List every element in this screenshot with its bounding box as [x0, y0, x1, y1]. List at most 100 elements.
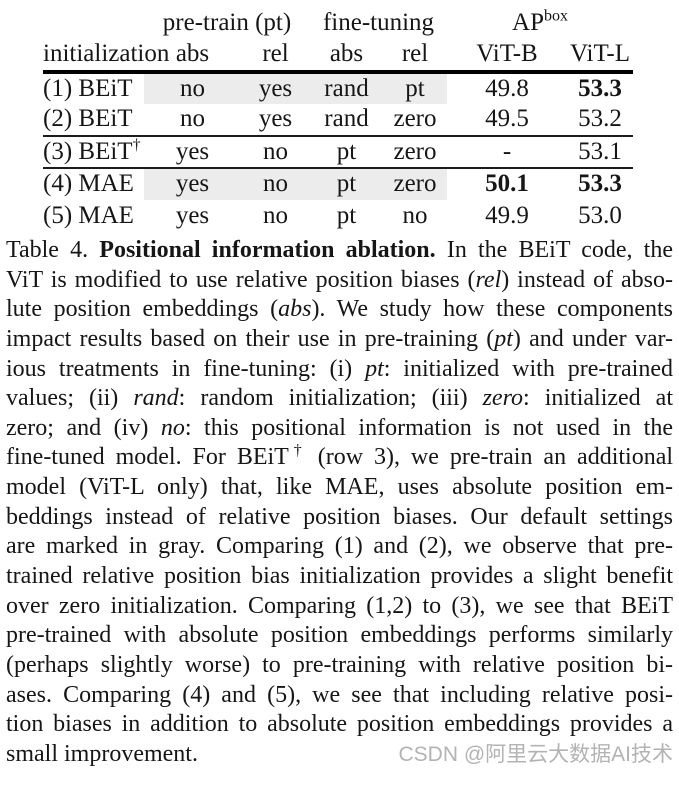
- table-cell: yes: [241, 104, 310, 137]
- csdn-watermark: CSDN @阿里云大数据AI技术: [398, 742, 674, 766]
- table-column-header-row: initialization abs rel abs rel ViT-B ViT…: [43, 38, 633, 74]
- table-row-4: (4) MAE yes no pt zero 50.1 53.3: [43, 168, 633, 200]
- table-cell: no: [402, 201, 428, 229]
- table-caption: Table 4. Positional information ablation…: [6, 236, 673, 770]
- caption-text: ViT is modified to use relative position…: [6, 266, 476, 293]
- caption-text: : initialized at: [523, 385, 673, 412]
- table-cell: yes: [144, 168, 241, 200]
- table-cell-vitb: 50.1: [485, 170, 529, 198]
- row-label-cell: (1) BEiT: [43, 72, 144, 104]
- ap-superscript: box: [543, 7, 568, 25]
- caption-text: : initialized with pre-trained: [383, 355, 673, 382]
- caption-line: impact results based on their use in pre…: [6, 325, 673, 355]
- table-cell: pt: [310, 136, 383, 169]
- table-row-5: (5) MAE yes no pt no 49.9 53.0: [43, 200, 633, 232]
- caption-title: Positional information ablation.: [99, 237, 436, 263]
- table-cell: zero: [383, 168, 447, 200]
- caption-last-line: small improvement. CSDN @阿里云大数据AI技术: [6, 740, 673, 770]
- col-header-ft-rel: rel: [383, 38, 447, 74]
- table-cell-vitl: 53.0: [578, 201, 622, 229]
- caption-italic: rel: [475, 266, 502, 293]
- caption-text: : random initialization; (iii): [178, 385, 483, 412]
- row-label-cell: (5) MAE: [43, 200, 144, 232]
- caption-text: beddings instead of relative position bi…: [6, 503, 673, 530]
- caption-italic: no: [160, 414, 185, 441]
- caption-text: (row 3), we pre-train an additional: [306, 444, 673, 471]
- row-label: (1) BEiT: [43, 74, 133, 102]
- table-cell: yes: [144, 136, 241, 169]
- caption-italic: rand: [133, 385, 179, 412]
- caption-text: tion biases in addition to absolute posi…: [6, 711, 673, 738]
- caption-text: fine-tuned model. For BEiT: [6, 444, 289, 471]
- col-header-pt-rel: rel: [241, 38, 310, 74]
- spacer-cell: [43, 8, 144, 38]
- dagger-superscript: †: [132, 136, 141, 154]
- caption-line: trained relative position bias initializ…: [6, 562, 673, 592]
- results-table: pre-train (pt) fine-tuning APbox initial…: [43, 8, 633, 232]
- caption-line: are marked in gray. Comparing (1) and (2…: [6, 532, 673, 562]
- table-group-header-row: pre-train (pt) fine-tuning APbox: [43, 8, 633, 38]
- caption-line: ViT is modified to use relative position…: [6, 266, 673, 296]
- table-cell: yes: [175, 201, 210, 229]
- table-cell-vitb: -: [447, 136, 567, 169]
- col-header-vitl: ViT-L: [567, 38, 633, 74]
- caption-line: values; (ii) rand: random initialization…: [6, 384, 673, 414]
- caption-text: impact results based on their use in pre…: [6, 325, 495, 352]
- table-cell-vitb: 49.5: [447, 104, 567, 137]
- results-table-wrap: pre-train (pt) fine-tuning APbox initial…: [43, 8, 633, 232]
- caption-line: ases. Comparing (4) and (5), we see that…: [6, 681, 673, 711]
- row-label-cell: (3) BEiT†: [43, 136, 144, 169]
- caption-text: : this positional information is not use…: [184, 414, 673, 441]
- group-header-finetune: fine-tuning: [310, 8, 447, 38]
- caption-line: over zero initialization. Comparing (1,2…: [6, 592, 673, 622]
- caption-line: zero; and (iv) no: this positional infor…: [6, 414, 673, 444]
- caption-italic: abs: [278, 296, 312, 323]
- caption-line: ious treatments in fine-tuning: (i) pt: …: [6, 355, 673, 385]
- caption-text: ) and under var-: [512, 325, 673, 352]
- caption-line: pre-trained with absolute position embed…: [6, 621, 673, 651]
- table-cell-vitl: 53.1: [567, 136, 633, 169]
- caption-text: In the BEiT code, the: [435, 237, 673, 263]
- table-cell: yes: [241, 72, 310, 104]
- caption-text: model (ViT-L only) that, like MAE, uses …: [6, 474, 673, 501]
- caption-text: (perhaps slightly worse) to pre-training…: [6, 651, 673, 678]
- table-cell-vitl: 53.3: [578, 170, 622, 198]
- table-cell-vitl: 53.3: [578, 74, 622, 102]
- col-header-vitb: ViT-B: [447, 38, 567, 74]
- dagger-superscript: †: [288, 443, 307, 460]
- table-row-3: (3) BEiT† yes no pt zero - 53.1: [43, 136, 633, 169]
- table-cell: zero: [383, 104, 447, 137]
- table-cell-vitb: 49.9: [485, 201, 529, 229]
- caption-text: over zero initialization. Comparing (1,2…: [6, 592, 673, 619]
- group-header-label: pre-train (pt): [162, 8, 292, 36]
- caption-text: zero; and (iv): [6, 414, 161, 441]
- caption-line: model (ViT-L only) that, like MAE, uses …: [6, 473, 673, 503]
- table-cell: no: [263, 201, 288, 229]
- group-header-label: AP: [512, 8, 544, 36]
- caption-text: values; (ii): [6, 385, 134, 412]
- caption-text: ases. Comparing (4) and (5), we see that…: [6, 681, 673, 708]
- table-cell: no: [241, 168, 310, 200]
- caption-line: (perhaps slightly worse) to pre-training…: [6, 651, 673, 681]
- caption-text: lute position embeddings (: [6, 296, 279, 323]
- group-header-label: fine-tuning: [322, 8, 435, 36]
- row-label: (5) MAE: [43, 201, 134, 229]
- col-header-ft-abs: abs: [310, 38, 383, 74]
- table-cell: no: [241, 136, 310, 169]
- caption-line: beddings instead of relative position bi…: [6, 503, 673, 533]
- caption-text: trained relative position bias initializ…: [6, 563, 673, 590]
- table-cell: rand: [310, 104, 383, 137]
- row-label: (4) MAE: [43, 170, 134, 198]
- table-cell-vitb: 49.8: [485, 74, 529, 102]
- row-label-cell: (2) BEiT: [43, 104, 144, 137]
- row-label: (3) BEiT: [43, 137, 133, 165]
- col-header-pt-abs: abs: [144, 38, 241, 74]
- table-cell: pt: [310, 168, 383, 200]
- row-label-cell: (4) MAE: [43, 168, 144, 200]
- col-header-initialization: initialization: [43, 38, 169, 74]
- caption-text: are marked in gray. Comparing (1) and (2…: [6, 533, 673, 560]
- caption-line: fine-tuned model. For BEiT† (row 3), we …: [6, 443, 673, 473]
- caption-italic: pt: [494, 325, 513, 352]
- row-label: (2) BEiT: [43, 105, 133, 133]
